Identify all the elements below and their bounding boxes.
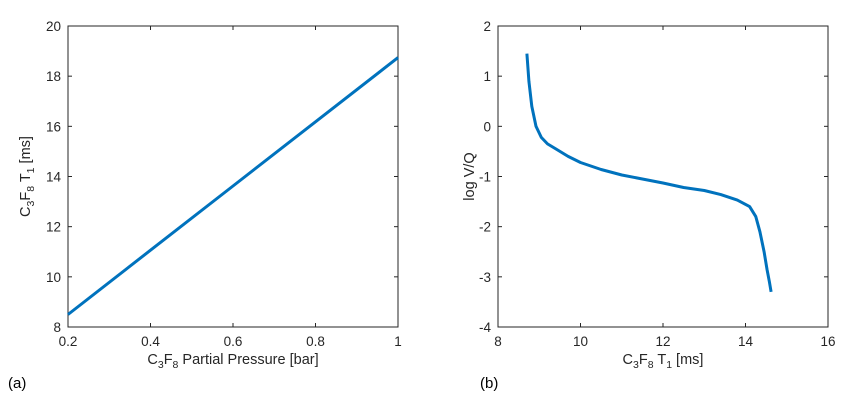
y-axis-label-subscript: 8 — [25, 186, 37, 192]
y-tick-label: 1 — [483, 69, 491, 84]
x-axis-label-text: C — [623, 352, 633, 368]
x-axis-label-subscript: 1 — [666, 359, 672, 371]
x-axis-label-text: F — [164, 352, 173, 368]
x-axis-label-text: Partial Pressure [bar] — [178, 352, 318, 368]
y-axis-label-text: F — [18, 192, 34, 201]
y-axis-label-subscript: 3 — [25, 200, 37, 206]
y-axis-label: log V/Q — [462, 152, 478, 200]
panel-label: (b) — [480, 375, 498, 392]
x-tick-label: 0.6 — [224, 334, 243, 349]
series-line — [525, 53, 773, 293]
x-tick-label: 8 — [494, 334, 502, 349]
y-tick-label: 0 — [483, 119, 491, 134]
y-tick-label: 16 — [46, 119, 61, 134]
x-tick-label: 0.8 — [306, 334, 325, 349]
y-tick-label: 14 — [46, 170, 62, 185]
y-tick-label: 8 — [53, 320, 61, 335]
series-line — [67, 56, 399, 316]
x-tick-label: 12 — [655, 334, 670, 349]
x-axis-label-subscript: 8 — [173, 359, 179, 371]
x-axis-label-text: [ms] — [672, 352, 703, 368]
x-axis-label-text: C — [147, 352, 157, 368]
panel-label: (a) — [8, 375, 26, 392]
axes-box — [497, 25, 829, 328]
x-axis-label-subscript: 3 — [633, 359, 639, 371]
x-axis-label: C3F8 T1 [ms] — [623, 352, 704, 371]
y-axis-label-text: [ms] — [18, 136, 34, 167]
x-axis-label: C3F8 Partial Pressure [bar] — [147, 352, 318, 371]
x-axis-label-text: T — [654, 352, 667, 368]
x-tick-label: 0.4 — [141, 334, 160, 349]
x-axis-label-subscript: 3 — [158, 359, 164, 371]
y-tick-label: -1 — [479, 170, 491, 185]
x-axis-label-subscript: 8 — [648, 359, 654, 371]
x-axis-label-text: F — [639, 352, 648, 368]
y-tick-label: 20 — [46, 19, 61, 34]
x-tick-label: 10 — [573, 334, 588, 349]
x-tick-label: 14 — [738, 334, 754, 349]
y-tick-label: 18 — [46, 69, 61, 84]
x-tick-label: 0.2 — [59, 334, 78, 349]
y-axis-label: C3F8 T1 [ms] — [18, 136, 37, 217]
axes-box — [67, 25, 399, 328]
y-tick-label: 10 — [46, 270, 61, 285]
y-axis-label-text: C — [18, 206, 34, 216]
y-axis-label-text: T — [18, 173, 34, 186]
y-tick-label: 12 — [46, 220, 61, 235]
y-tick-label: -4 — [479, 320, 491, 335]
y-axis-label-subscript: 1 — [25, 167, 37, 173]
y-tick-label: -3 — [479, 270, 491, 285]
x-tick-label: 16 — [820, 334, 835, 349]
y-tick-label: -2 — [479, 220, 491, 235]
x-tick-label: 1 — [394, 334, 402, 349]
y-tick-label: 2 — [483, 19, 491, 34]
